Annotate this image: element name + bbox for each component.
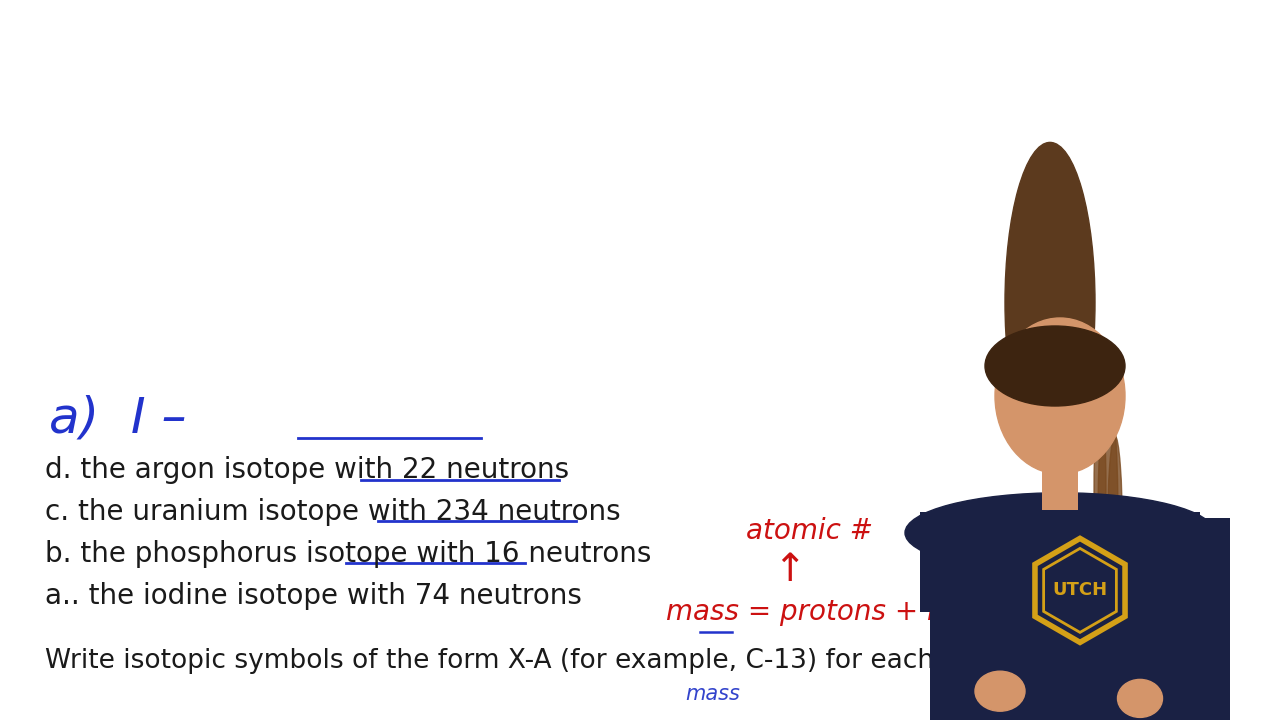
Ellipse shape bbox=[1117, 680, 1162, 717]
FancyBboxPatch shape bbox=[1149, 512, 1201, 612]
FancyBboxPatch shape bbox=[920, 512, 970, 612]
Ellipse shape bbox=[986, 326, 1125, 406]
Text: Write isotopic symbols of the form X-A (for example, C-13) for each isotopes.: Write isotopic symbols of the form X-A (… bbox=[45, 648, 1061, 674]
Text: ↑: ↑ bbox=[773, 551, 806, 589]
FancyBboxPatch shape bbox=[931, 518, 1230, 720]
Ellipse shape bbox=[1107, 436, 1123, 636]
Ellipse shape bbox=[995, 318, 1125, 474]
Text: mass = protons + neutrons: mass = protons + neutrons bbox=[666, 598, 1051, 626]
FancyBboxPatch shape bbox=[1042, 449, 1078, 510]
Ellipse shape bbox=[905, 492, 1215, 573]
Text: mass: mass bbox=[685, 684, 740, 704]
Text: UTCH: UTCH bbox=[1052, 582, 1107, 599]
Ellipse shape bbox=[1094, 381, 1106, 611]
Ellipse shape bbox=[1098, 391, 1117, 641]
Text: b. the phosphorus isotope with 16 neutrons: b. the phosphorus isotope with 16 neutro… bbox=[45, 540, 652, 568]
Text: a)  I –: a) I – bbox=[49, 395, 186, 443]
Text: c. the uranium isotope with 234 neutrons: c. the uranium isotope with 234 neutrons bbox=[45, 498, 621, 526]
Text: atomic #: atomic # bbox=[746, 517, 873, 545]
Text: d. the argon isotope with 22 neutrons: d. the argon isotope with 22 neutrons bbox=[45, 456, 568, 485]
Text: a.. the iodine isotope with 74 neutrons: a.. the iodine isotope with 74 neutrons bbox=[45, 582, 581, 610]
Ellipse shape bbox=[975, 671, 1025, 711]
Ellipse shape bbox=[1005, 143, 1094, 462]
